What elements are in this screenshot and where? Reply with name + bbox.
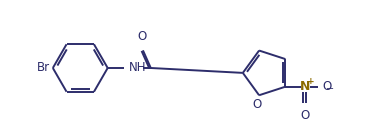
- Text: −: −: [326, 84, 335, 94]
- Text: N: N: [300, 80, 310, 93]
- Text: O: O: [137, 30, 147, 43]
- Text: Br: Br: [37, 61, 50, 75]
- Text: +: +: [307, 77, 315, 86]
- Text: O: O: [253, 98, 262, 111]
- Text: NH: NH: [129, 61, 147, 75]
- Text: O: O: [300, 109, 309, 122]
- Text: O: O: [323, 80, 332, 93]
